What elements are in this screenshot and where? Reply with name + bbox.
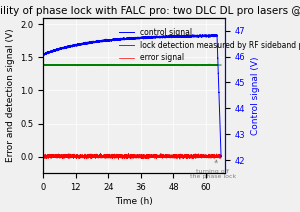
lock detection measured by RF sideband power — [196, 64, 200, 66]
lock detection measured by RF sideband power — [219, 64, 223, 66]
Y-axis label: Control signal (V): Control signal (V) — [251, 56, 260, 135]
control signal — [145, 36, 149, 39]
Line: control signal: control signal — [43, 35, 221, 157]
control signal — [58, 47, 61, 49]
error signal — [91, 155, 94, 158]
control signal — [114, 38, 117, 40]
error signal — [145, 156, 149, 158]
error signal — [99, 152, 102, 155]
lock detection measured by RF sideband power — [145, 64, 149, 67]
lock detection measured by RF sideband power — [114, 63, 117, 66]
lock detection measured by RF sideband power — [41, 64, 45, 67]
Y-axis label: Error and detection signal (V): Error and detection signal (V) — [6, 29, 15, 162]
Legend: control signal, lock detection measured by RF sideband power, error signal: control signal, lock detection measured … — [116, 25, 300, 65]
Line: lock detection measured by RF sideband power: lock detection measured by RF sideband p… — [43, 64, 221, 66]
control signal — [219, 156, 223, 158]
Title: Longterm stability of phase lock with FALC pro: two DLC DL pro lasers @ 780 nm: Longterm stability of phase lock with FA… — [0, 6, 300, 15]
control signal — [41, 53, 45, 56]
control signal — [196, 35, 200, 38]
error signal — [196, 156, 200, 159]
error signal — [213, 156, 217, 159]
error signal — [117, 158, 120, 161]
lock detection measured by RF sideband power — [75, 64, 79, 67]
Line: error signal: error signal — [43, 153, 221, 159]
control signal — [213, 35, 217, 38]
control signal — [212, 33, 216, 36]
lock detection measured by RF sideband power — [91, 64, 94, 66]
error signal — [114, 155, 117, 158]
lock detection measured by RF sideband power — [207, 63, 211, 65]
control signal — [91, 41, 94, 43]
lock detection measured by RF sideband power — [58, 64, 61, 66]
X-axis label: Time (h): Time (h) — [115, 197, 153, 206]
Text: turning off
the phase lock: turning off the phase lock — [190, 160, 236, 179]
lock detection measured by RF sideband power — [213, 64, 217, 66]
error signal — [58, 156, 61, 159]
error signal — [41, 154, 45, 156]
error signal — [219, 155, 223, 158]
